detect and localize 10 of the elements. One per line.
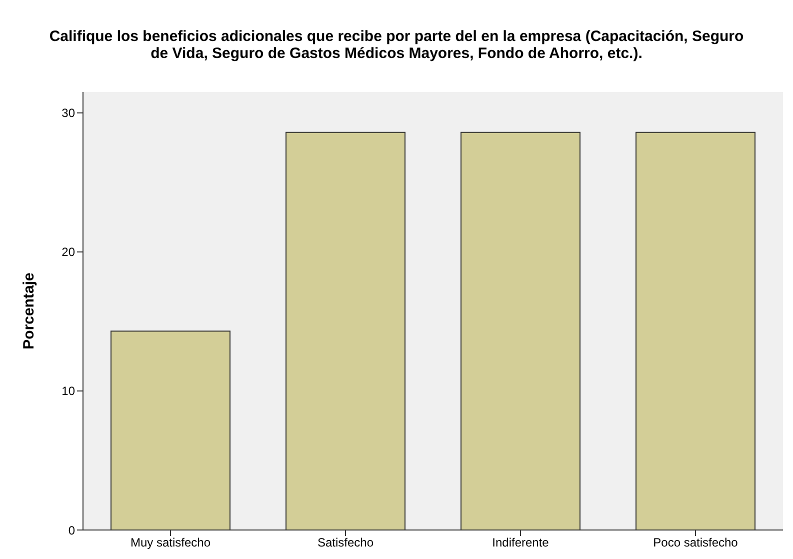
- chart-title: Califique los beneficios adicionales que recibe por parte del en la empresa (Capacitación, Seguro de Vida, Seguro de Gastos Médicos Mayores, Fondo de Ahorro, etc.).: [48, 28, 745, 62]
- x-tick-label: Muy satisfecho: [130, 536, 211, 550]
- y-tick-label: 30: [62, 106, 76, 120]
- y-tick-label: 10: [62, 384, 76, 398]
- x-tick-label: Satisfecho: [317, 536, 374, 550]
- y-tick-label: 0: [68, 523, 76, 538]
- y-tick-label: 20: [62, 245, 76, 260]
- x-tick-label: Indiferente: [492, 536, 550, 550]
- y-axis-title: Porcentaje: [20, 272, 38, 350]
- x-tick-label: Poco satisfecho: [653, 536, 738, 550]
